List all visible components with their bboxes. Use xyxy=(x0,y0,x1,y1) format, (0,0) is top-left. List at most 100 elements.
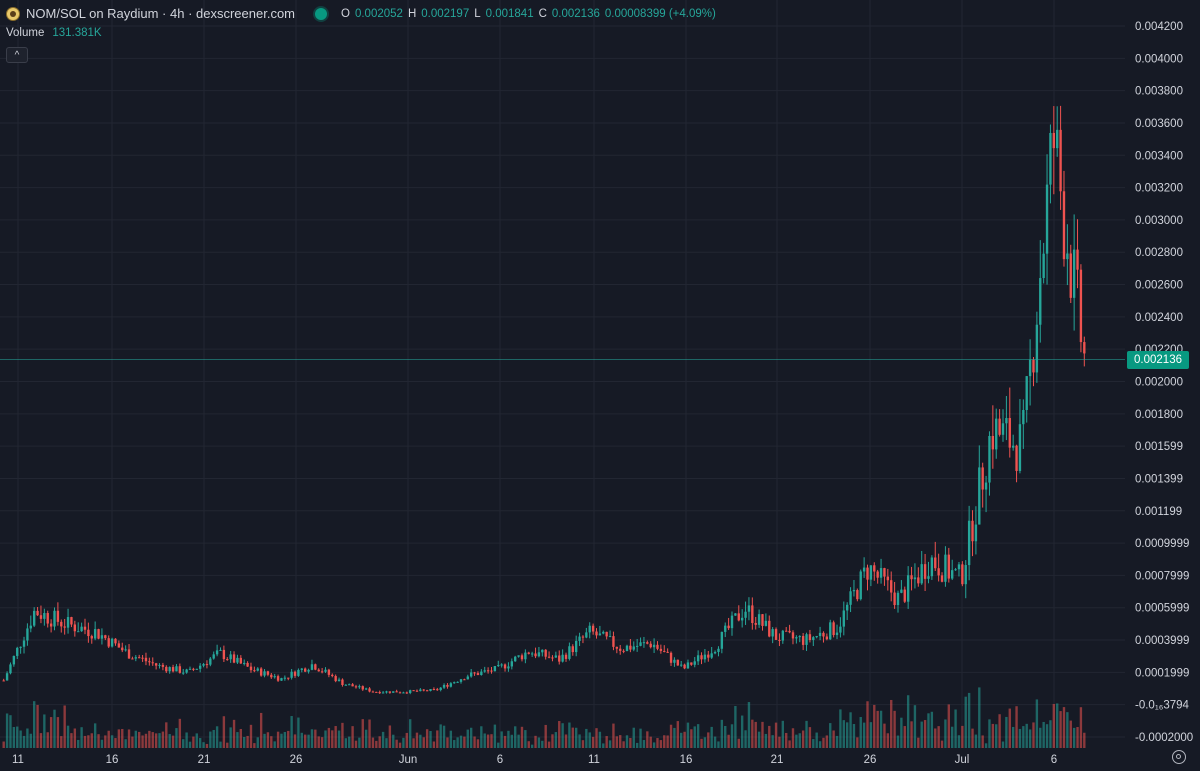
volume-bar xyxy=(866,701,869,748)
candle-body xyxy=(337,679,341,682)
candle-body xyxy=(300,668,303,670)
volume-bar xyxy=(1083,732,1086,748)
candle-body xyxy=(615,646,619,649)
candle-body xyxy=(954,569,957,571)
price-axis[interactable]: 0.004200 0.004000 0.003800 0.003600 0.003400… xyxy=(1135,21,1193,744)
price-tick-label: 0.004200 xyxy=(1135,21,1183,33)
candle-body xyxy=(12,655,16,665)
volume-bar xyxy=(700,738,703,748)
candle-body xyxy=(90,636,93,639)
volume-bar xyxy=(500,731,503,748)
volume-bar xyxy=(412,738,415,748)
candle-body xyxy=(124,649,127,651)
volume-bar xyxy=(1025,723,1028,748)
candle-body xyxy=(598,633,602,636)
candle-body xyxy=(710,653,713,658)
volume-bar xyxy=(83,735,87,748)
candle-body xyxy=(707,654,710,658)
candle-body xyxy=(409,690,412,694)
volume-bar xyxy=(1005,716,1008,748)
candle-body xyxy=(361,686,364,690)
volume-bar xyxy=(1052,703,1056,748)
candle-body xyxy=(981,467,984,490)
candle-body xyxy=(514,656,517,662)
volume-bar xyxy=(547,741,551,748)
candle-body xyxy=(175,666,178,672)
candle-body xyxy=(29,625,32,629)
candle-body xyxy=(398,692,402,694)
volume-bar xyxy=(290,716,293,748)
volume-bar xyxy=(903,726,906,748)
candle-body xyxy=(951,570,954,579)
gear-icon[interactable] xyxy=(1172,750,1186,764)
candle-body xyxy=(364,688,368,690)
volume-bar xyxy=(446,737,449,748)
candle-body xyxy=(32,610,36,626)
volume-bar xyxy=(104,735,107,748)
volume-bar xyxy=(971,728,974,748)
collapse-legend-button[interactable]: ^ xyxy=(6,47,28,63)
volume-bar xyxy=(635,742,639,748)
candle-body xyxy=(473,672,476,674)
volume-bar xyxy=(571,727,574,748)
volume-bar xyxy=(798,733,801,748)
volume-bar xyxy=(625,735,629,748)
candle-body xyxy=(544,649,547,657)
candle-body xyxy=(341,679,344,686)
time-tick-label: 6 xyxy=(1051,754,1057,766)
candle-body xyxy=(97,629,100,639)
price-tick-label: 0.003200 xyxy=(1135,183,1183,195)
candle-body xyxy=(1032,359,1035,373)
volume-bar xyxy=(954,709,957,748)
candle-body xyxy=(832,622,835,636)
volume-bar xyxy=(385,738,388,748)
open-label: O xyxy=(341,7,350,20)
candle-body xyxy=(1028,359,1032,377)
time-axis[interactable]: 11 16 21 26 Jun 6 11 16 21 26 Jul 6 xyxy=(12,754,1057,766)
volume-bar xyxy=(87,735,90,748)
volume-bar xyxy=(432,741,436,748)
candle-body xyxy=(964,565,967,585)
candle-body xyxy=(771,629,774,637)
candle-body xyxy=(845,604,849,611)
candle-body xyxy=(144,657,148,662)
candle-body xyxy=(93,629,97,639)
candle-body xyxy=(724,625,727,632)
open-value: 0.002052 xyxy=(354,7,403,20)
volume-bar xyxy=(717,741,720,748)
candle-body xyxy=(605,631,608,637)
volume-bar xyxy=(1022,726,1025,748)
candle-body xyxy=(456,681,459,683)
candle-body xyxy=(476,673,480,676)
volume-bar xyxy=(690,729,693,748)
candle-body xyxy=(469,672,473,677)
volume-bar xyxy=(771,735,774,748)
volume-bar xyxy=(1056,703,1059,748)
candle-body xyxy=(348,684,351,686)
volume-bar xyxy=(222,716,226,748)
time-tick-label: 16 xyxy=(106,754,119,766)
candle-body xyxy=(778,639,781,641)
volume-bar xyxy=(910,721,913,748)
volume-bar xyxy=(97,734,100,748)
chart-grid xyxy=(0,0,1125,748)
volume-bar xyxy=(192,736,195,748)
volume-bar xyxy=(964,696,967,748)
symbol-title[interactable]: NOM/SOL on Raydium · 4h · dexscreener.co… xyxy=(26,6,296,21)
volume-bar xyxy=(195,733,198,748)
volume-label[interactable]: Volume xyxy=(6,27,45,39)
volume-bar xyxy=(49,717,53,748)
volume-bar xyxy=(541,740,544,748)
volume-bar xyxy=(574,727,578,748)
candle-body xyxy=(138,657,141,659)
volume-bar xyxy=(107,730,110,748)
candle-body xyxy=(740,617,744,621)
volume-bar xyxy=(666,735,669,748)
candle-body xyxy=(412,690,415,692)
volume-bar xyxy=(754,721,757,748)
candle-body xyxy=(1079,269,1083,343)
candle-body xyxy=(730,615,734,629)
candle-body xyxy=(1049,132,1052,185)
volume-bar xyxy=(778,736,781,748)
